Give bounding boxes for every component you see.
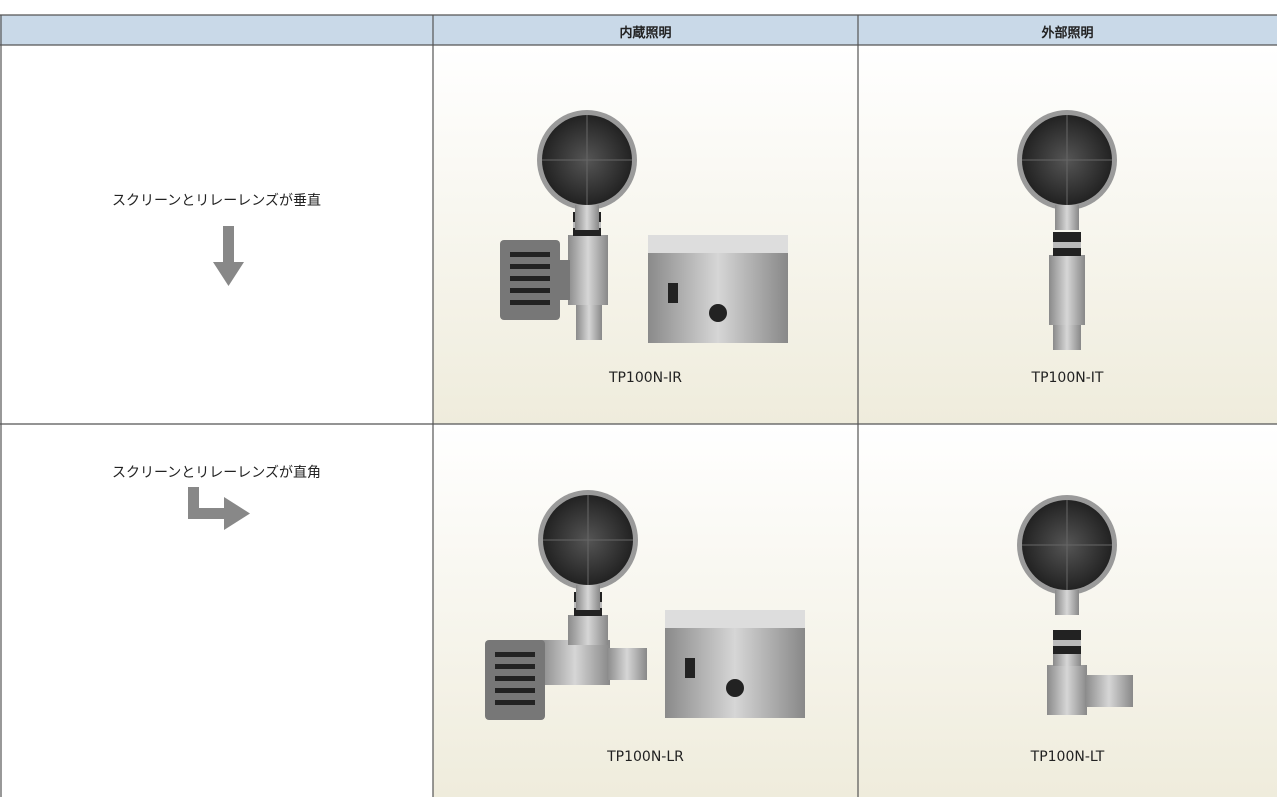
product-ir <box>500 109 788 343</box>
row-label: スクリーンとリレーレンズが垂直 <box>111 193 322 209</box>
arrow-down <box>213 226 244 286</box>
header-cell: 内蔵照明 <box>619 26 672 41</box>
grid <box>0 14 1277 797</box>
header-bg <box>0 15 1277 45</box>
product-it <box>1016 109 1118 350</box>
product-name: TP100N-LT <box>1030 749 1105 765</box>
product-lt <box>1016 494 1133 715</box>
product-lr <box>485 489 805 720</box>
arrow-right <box>188 487 250 530</box>
product-name: TP100N-IT <box>1031 370 1104 386</box>
product-name: TP100N-IR <box>608 370 683 386</box>
product-name: TP100N-LR <box>607 749 684 765</box>
header-cell: 外部照明 <box>1041 26 1094 41</box>
row-label: スクリーンとリレーレンズが直角 <box>111 465 322 481</box>
